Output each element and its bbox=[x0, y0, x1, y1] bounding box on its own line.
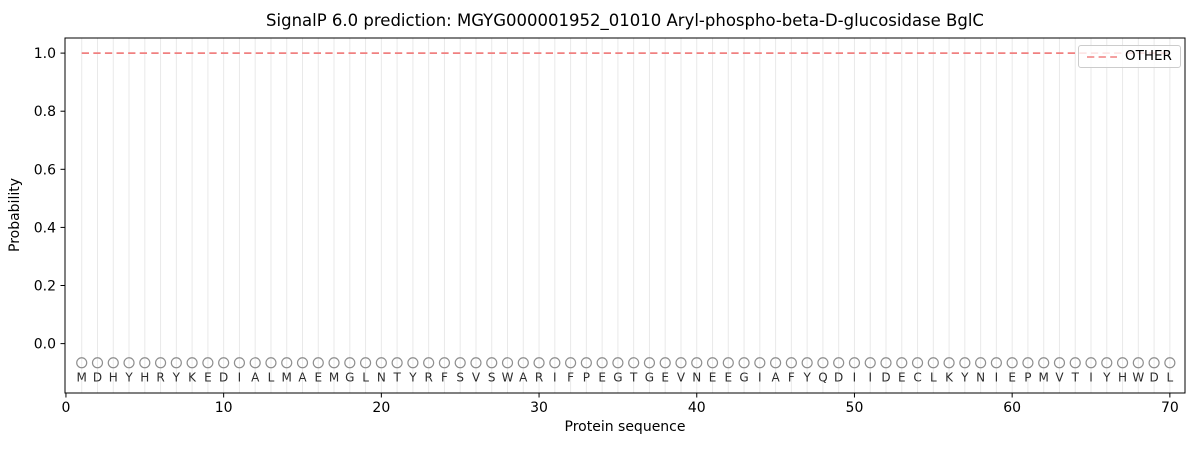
svg-text:Y: Y bbox=[408, 370, 417, 384]
svg-text:L: L bbox=[268, 370, 275, 384]
svg-text:M: M bbox=[77, 370, 87, 384]
svg-text:N: N bbox=[976, 370, 985, 384]
chart-title: SignalP 6.0 prediction: MGYG000001952_01… bbox=[266, 11, 984, 30]
svg-text:0.0: 0.0 bbox=[34, 337, 56, 353]
svg-text:V: V bbox=[677, 370, 686, 384]
svg-text:50: 50 bbox=[846, 400, 864, 416]
svg-text:S: S bbox=[456, 370, 464, 384]
svg-text:I: I bbox=[758, 370, 762, 384]
x-axis-label: Protein sequence bbox=[564, 419, 686, 435]
svg-text:E: E bbox=[598, 370, 606, 384]
svg-text:D: D bbox=[834, 370, 843, 384]
y-axis-ticks: 0.0 0.2 0.4 0.6 0.8 1.0 bbox=[34, 46, 65, 353]
svg-text:0.2: 0.2 bbox=[34, 279, 56, 295]
svg-text:V: V bbox=[472, 370, 481, 384]
svg-text:A: A bbox=[298, 370, 307, 384]
svg-text:L: L bbox=[1167, 370, 1174, 384]
svg-text:A: A bbox=[251, 370, 260, 384]
svg-text:F: F bbox=[788, 370, 795, 384]
svg-text:Y: Y bbox=[960, 370, 969, 384]
svg-text:F: F bbox=[567, 370, 574, 384]
svg-text:R: R bbox=[156, 370, 164, 384]
svg-text:E: E bbox=[709, 370, 717, 384]
svg-text:Y: Y bbox=[802, 370, 811, 384]
svg-text:I: I bbox=[868, 370, 872, 384]
svg-text:R: R bbox=[535, 370, 543, 384]
svg-text:I: I bbox=[1089, 370, 1093, 384]
svg-text:G: G bbox=[739, 370, 748, 384]
svg-text:M: M bbox=[329, 370, 339, 384]
svg-text:E: E bbox=[314, 370, 322, 384]
legend: OTHER bbox=[1078, 45, 1181, 68]
svg-text:E: E bbox=[661, 370, 669, 384]
x-axis-ticks: 0 10 20 30 40 50 60 70 bbox=[61, 393, 1179, 416]
svg-text:C: C bbox=[913, 370, 921, 384]
svg-text:Q: Q bbox=[818, 370, 827, 384]
svg-text:E: E bbox=[1008, 370, 1016, 384]
svg-text:Y: Y bbox=[1102, 370, 1111, 384]
svg-text:I: I bbox=[995, 370, 999, 384]
legend-line-swatch-other bbox=[1087, 55, 1117, 58]
svg-text:N: N bbox=[692, 370, 701, 384]
svg-text:K: K bbox=[188, 370, 197, 384]
svg-text:E: E bbox=[898, 370, 906, 384]
svg-text:Y: Y bbox=[172, 370, 181, 384]
svg-text:E: E bbox=[724, 370, 732, 384]
svg-text:F: F bbox=[441, 370, 448, 384]
svg-text:G: G bbox=[645, 370, 654, 384]
svg-text:D: D bbox=[1149, 370, 1158, 384]
svg-text:70: 70 bbox=[1161, 400, 1179, 416]
svg-text:I: I bbox=[238, 370, 242, 384]
svg-text:H: H bbox=[140, 370, 149, 384]
svg-text:M: M bbox=[1039, 370, 1049, 384]
svg-text:D: D bbox=[881, 370, 890, 384]
svg-text:A: A bbox=[519, 370, 528, 384]
svg-text:60: 60 bbox=[1003, 400, 1021, 416]
svg-text:A: A bbox=[771, 370, 780, 384]
svg-text:T: T bbox=[629, 370, 638, 384]
svg-text:S: S bbox=[488, 370, 496, 384]
svg-text:P: P bbox=[1024, 370, 1031, 384]
svg-text:I: I bbox=[853, 370, 857, 384]
svg-text:N: N bbox=[377, 370, 386, 384]
svg-text:L: L bbox=[362, 370, 369, 384]
svg-text:30: 30 bbox=[530, 400, 548, 416]
svg-text:0.8: 0.8 bbox=[34, 104, 56, 120]
svg-text:D: D bbox=[219, 370, 228, 384]
svg-text:M: M bbox=[282, 370, 292, 384]
svg-text:V: V bbox=[1055, 370, 1064, 384]
svg-text:P: P bbox=[583, 370, 590, 384]
legend-label-other: OTHER bbox=[1125, 47, 1172, 64]
svg-text:10: 10 bbox=[215, 400, 233, 416]
svg-text:W: W bbox=[1132, 370, 1144, 384]
svg-text:0.6: 0.6 bbox=[34, 162, 56, 178]
svg-text:E: E bbox=[204, 370, 212, 384]
svg-text:1.0: 1.0 bbox=[34, 46, 56, 62]
svg-text:W: W bbox=[502, 370, 514, 384]
svg-text:H: H bbox=[109, 370, 118, 384]
svg-text:20: 20 bbox=[372, 400, 390, 416]
y-axis-label: Probability bbox=[7, 177, 23, 253]
residue-circles bbox=[76, 357, 1176, 369]
svg-text:T: T bbox=[392, 370, 401, 384]
svg-text:L: L bbox=[930, 370, 937, 384]
svg-text:G: G bbox=[613, 370, 622, 384]
svg-text:Y: Y bbox=[124, 370, 133, 384]
svg-text:T: T bbox=[1071, 370, 1080, 384]
svg-text:H: H bbox=[1118, 370, 1127, 384]
svg-text:0: 0 bbox=[61, 400, 70, 416]
gridlines bbox=[81, 38, 1171, 393]
svg-text:40: 40 bbox=[688, 400, 706, 416]
svg-text:I: I bbox=[553, 370, 557, 384]
axes-frame bbox=[64, 37, 1186, 394]
svg-text:R: R bbox=[424, 370, 432, 384]
svg-text:D: D bbox=[93, 370, 102, 384]
svg-text:G: G bbox=[345, 370, 354, 384]
svg-text:K: K bbox=[945, 370, 954, 384]
svg-text:0.4: 0.4 bbox=[34, 220, 56, 236]
